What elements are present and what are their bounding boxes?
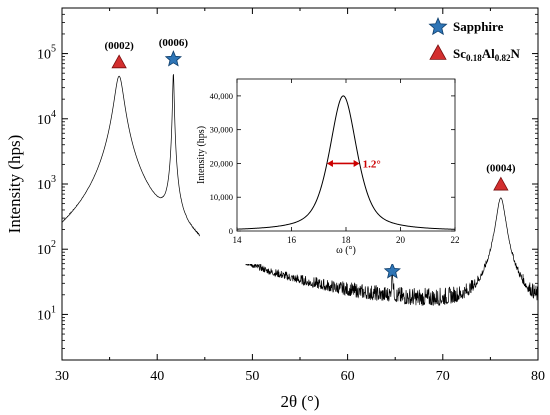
inset-y-tick-label: 40,000 bbox=[210, 91, 233, 101]
y-tick-label: 101 bbox=[37, 304, 56, 323]
peak-label: (0002) bbox=[104, 40, 134, 52]
x-axis-label: 2θ (°) bbox=[280, 392, 319, 411]
inset-x-tick-label: 14 bbox=[233, 235, 243, 245]
inset-x-tick-label: 22 bbox=[451, 235, 460, 245]
scaln-peak-marker bbox=[493, 176, 509, 191]
inset-chart: 14 16 18 20 22 0 10,000 20,000 30,000 40,000 1.2°… bbox=[196, 72, 460, 264]
fwhm-indicator: 1.2° bbox=[326, 158, 381, 170]
main-axes: 30 40 50 60 70 80 101 102 103 104 105 bbox=[37, 7, 545, 384]
legend: Sapphire Sc0.18Al0.82N bbox=[428, 16, 521, 63]
inset-y-axis-label: Intensity (hps) bbox=[196, 126, 207, 184]
sapphire-peak-marker bbox=[383, 262, 401, 279]
y-tick-label: 104 bbox=[37, 109, 56, 128]
legend-star-icon bbox=[428, 16, 448, 36]
fwhm-label: 1.2° bbox=[363, 158, 381, 170]
inset-y-tick-label: 10,000 bbox=[210, 192, 233, 202]
inset-x-tick-label: 16 bbox=[287, 235, 297, 245]
y-tick-label: 102 bbox=[37, 239, 56, 258]
inset-y-tick-label: 30,000 bbox=[210, 125, 233, 135]
fwhm-arrowhead-left bbox=[326, 159, 333, 167]
legend-sapphire-label: Sapphire bbox=[453, 19, 504, 34]
inset-x-axis-label: ω (°) bbox=[336, 245, 356, 256]
inset-x-tick-label: 18 bbox=[342, 235, 352, 245]
inset-x-tick-label: 20 bbox=[396, 235, 406, 245]
inset-y-tick-label: 20,000 bbox=[210, 158, 233, 168]
x-tick-label: 40 bbox=[150, 369, 164, 384]
legend-triangle-icon bbox=[429, 44, 447, 60]
inset-axes: 14 16 18 20 22 0 10,000 20,000 30,000 40,000 bbox=[210, 79, 460, 245]
inset-background bbox=[200, 72, 450, 264]
main-xrd-curve bbox=[61, 74, 539, 306]
inset-y-tick-label: 0 bbox=[229, 226, 233, 236]
peak-label: (0006) bbox=[159, 37, 189, 49]
x-tick-label: 60 bbox=[341, 369, 355, 384]
inset-rocking-curve bbox=[236, 95, 456, 230]
x-tick-label: 30 bbox=[55, 369, 69, 384]
sapphire-peak-marker bbox=[164, 50, 182, 67]
scaln-peak-marker bbox=[111, 54, 127, 69]
legend-scaln-label: Sc0.18Al0.82N bbox=[453, 46, 521, 63]
fwhm-arrowhead-right bbox=[353, 159, 360, 167]
x-tick-label: 70 bbox=[436, 369, 450, 384]
y-tick-label: 105 bbox=[37, 44, 56, 63]
x-tick-label: 50 bbox=[245, 369, 259, 384]
x-tick-label: 80 bbox=[531, 369, 545, 384]
peak-label: (0004) bbox=[486, 162, 516, 174]
y-axis-label: Intensity (hps) bbox=[5, 135, 24, 234]
y-tick-label: 103 bbox=[37, 174, 56, 193]
